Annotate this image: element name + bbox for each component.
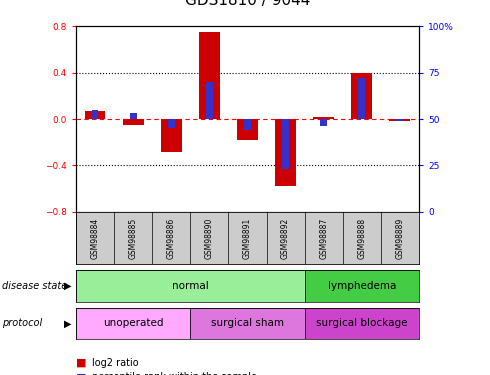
Bar	[84, 111, 105, 119]
Text: ▶: ▶	[64, 281, 71, 291]
Text: GSM98884: GSM98884	[91, 217, 99, 259]
Text: unoperated: unoperated	[103, 318, 163, 328]
Bar	[130, 114, 137, 119]
Text: ▶: ▶	[64, 318, 71, 328]
Text: GSM98892: GSM98892	[281, 217, 290, 259]
Bar	[76, 308, 190, 339]
Text: GSM98887: GSM98887	[319, 217, 328, 259]
Bar	[313, 117, 334, 119]
Bar	[320, 119, 327, 126]
Bar	[351, 73, 372, 119]
Bar	[244, 119, 251, 130]
Bar	[190, 308, 305, 339]
Bar	[161, 119, 182, 152]
Bar	[206, 82, 213, 119]
Text: GSM98891: GSM98891	[243, 217, 252, 259]
Bar	[358, 78, 365, 119]
Bar	[199, 32, 220, 119]
Text: surgical blockage: surgical blockage	[316, 318, 408, 328]
Text: GSM98888: GSM98888	[357, 217, 367, 259]
Bar	[237, 119, 258, 140]
Bar	[275, 119, 296, 186]
Bar	[168, 119, 174, 128]
Text: surgical sham: surgical sham	[211, 318, 284, 328]
Text: GSM98886: GSM98886	[167, 217, 176, 259]
Text: GSM98889: GSM98889	[395, 217, 404, 259]
Text: percentile rank within the sample: percentile rank within the sample	[92, 372, 257, 375]
Text: GSM98890: GSM98890	[205, 217, 214, 259]
Bar	[305, 308, 419, 339]
Bar	[282, 119, 289, 169]
Text: GDS1810 / 9044: GDS1810 / 9044	[185, 0, 310, 8]
Text: log2 ratio: log2 ratio	[92, 358, 138, 368]
Bar	[390, 119, 411, 122]
Text: disease state: disease state	[2, 281, 68, 291]
Text: ■: ■	[76, 372, 86, 375]
Text: ■: ■	[76, 358, 86, 368]
Text: normal: normal	[172, 281, 209, 291]
Bar	[396, 119, 403, 121]
Text: protocol: protocol	[2, 318, 43, 328]
Bar	[305, 270, 419, 302]
Bar	[76, 270, 305, 302]
Bar	[122, 119, 144, 125]
Text: lymphedema: lymphedema	[328, 281, 396, 291]
Bar	[92, 110, 98, 119]
Text: GSM98885: GSM98885	[128, 217, 138, 259]
